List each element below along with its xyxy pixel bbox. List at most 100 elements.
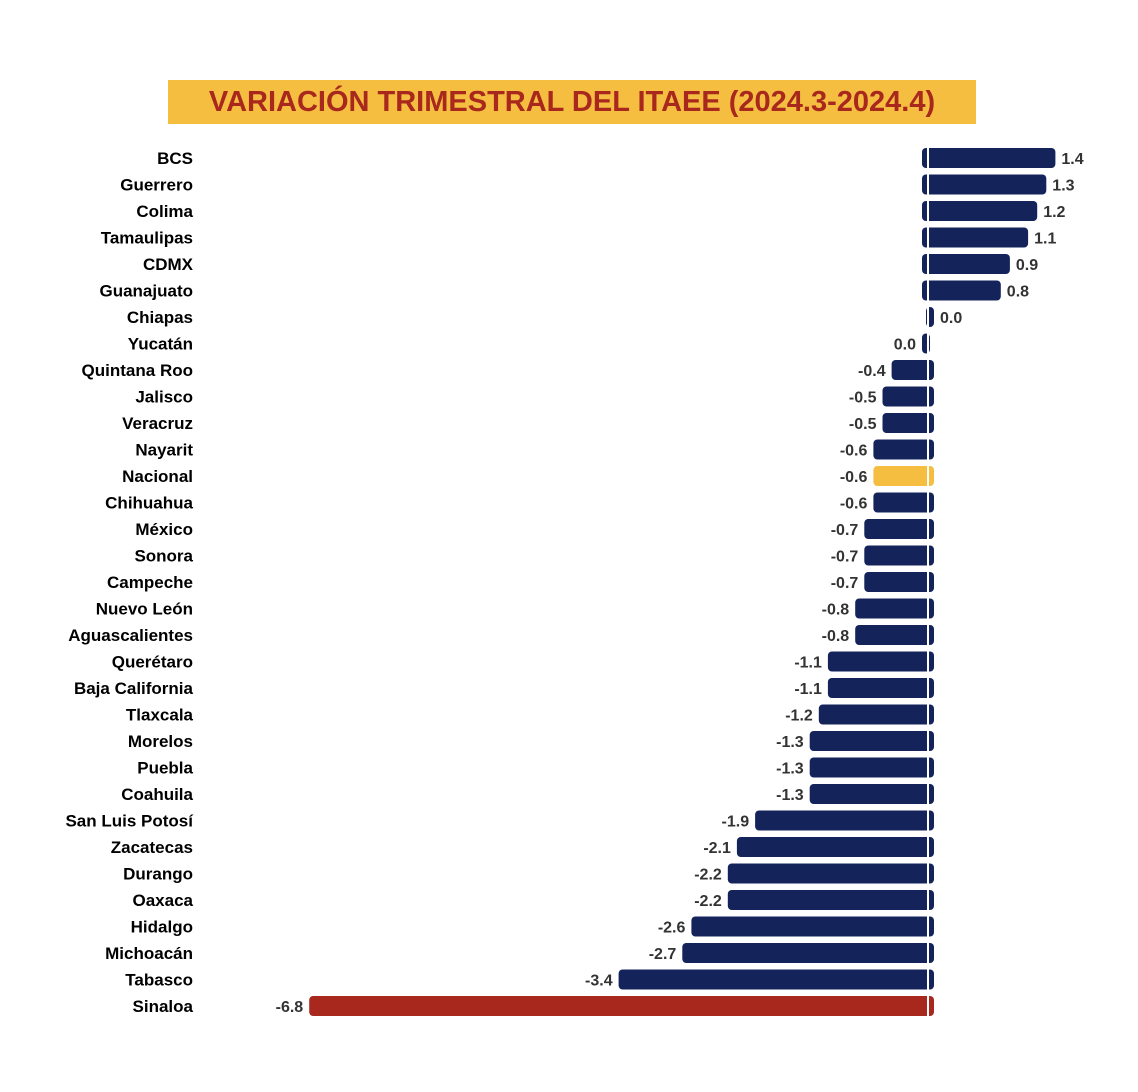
category-label-puebla: Puebla [137,759,193,778]
value-label-veracruz: -0.5 [849,416,877,433]
value-label-sonora: -0.7 [831,549,859,566]
bar-sonora [864,545,934,566]
value-label-campeche: -0.7 [831,575,859,592]
bar-morelos [809,731,934,751]
value-label-puebla: -1.3 [776,761,804,778]
category-label-hidalgo: Hidalgo [131,918,193,937]
bar-sinaloa [309,996,934,1016]
bar-nacional [873,466,934,486]
value-label-cdmx: 0.9 [1016,257,1038,274]
category-label-queretaro: Querétaro [112,653,193,672]
value-label-tabasco: -3.4 [585,973,613,990]
category-label-colima: Colima [136,202,193,221]
category-label-jalisco: Jalisco [135,388,193,407]
category-label-mexico: México [135,520,193,539]
bar-tabasco [618,969,934,990]
category-label-oaxaca: Oaxaca [133,891,194,910]
value-label-nayarit: -0.6 [840,443,868,460]
category-label-nuevo-leon: Nuevo León [96,600,193,619]
value-label-sinaloa: -6.8 [276,999,304,1016]
bar-nayarit [873,439,934,460]
category-label-campeche: Campeche [107,573,193,592]
value-label-tamaulipas: 1.1 [1034,231,1056,248]
value-label-guerrero: 1.3 [1052,178,1074,195]
value-label-jalisco: -0.5 [849,390,877,407]
category-label-chihuahua: Chihuahua [105,494,193,513]
value-label-zacatecas: -2.1 [703,840,731,857]
bar-tlaxcala [818,704,934,725]
bar-baja-california [827,678,934,698]
category-label-chiapas: Chiapas [127,308,193,327]
bar-mexico [864,519,934,539]
value-label-michoacan: -2.7 [649,946,677,963]
category-label-veracruz: Veracruz [122,414,193,433]
value-label-aguascalientes: -0.8 [822,628,850,645]
category-label-nayarit: Nayarit [135,441,193,460]
bar-colima [922,201,1038,221]
chart-title: VARIACIÓN TRIMESTRAL DEL ITAEE (2024.3-2… [208,86,936,118]
category-label-michoacan: Michoacán [105,944,193,963]
bar-queretaro [827,651,934,672]
bar-hidalgo [691,916,934,937]
bar-guerrero [922,174,1047,195]
value-label-nuevo-leon: -0.8 [822,602,850,619]
value-label-chihuahua: -0.6 [840,496,868,513]
bar-jalisco [882,386,934,407]
value-label-guanajuato: 0.8 [1007,284,1029,301]
category-label-guanajuato: Guanajuato [99,282,193,301]
value-label-colima: 1.2 [1043,204,1065,221]
bar-quintana-roo [891,360,934,380]
category-label-quintana-roo: Quintana Roo [82,361,193,380]
category-label-coahuila: Coahuila [121,785,193,804]
bar-chihuahua [873,492,934,513]
bar-michoacan [682,943,934,963]
category-label-nacional: Nacional [122,467,193,486]
bar-oaxaca [727,890,934,910]
category-label-tamaulipas: Tamaulipas [101,229,193,248]
bar-guanajuato [922,280,1001,301]
value-label-bcs: 1.4 [1061,151,1083,168]
value-label-morelos: -1.3 [776,734,804,751]
value-label-coahuila: -1.3 [776,787,804,804]
category-label-cdmx: CDMX [143,255,194,274]
category-label-san-luis-potosi: San Luis Potosí [65,812,194,831]
bar-coahuila [809,784,934,804]
bar-bcs [922,148,1056,168]
category-label-sonora: Sonora [134,547,193,566]
value-label-baja-california: -1.1 [794,681,822,698]
value-label-tlaxcala: -1.2 [785,708,813,725]
category-label-sinaloa: Sinaloa [133,997,194,1016]
value-label-chiapas: 0.0 [940,310,962,327]
category-label-yucatan: Yucatán [128,335,193,354]
bar-campeche [864,572,934,592]
bar-aguascalientes [855,625,934,645]
category-label-aguascalientes: Aguascalientes [68,626,193,645]
value-label-queretaro: -1.1 [794,655,822,672]
bar-san-luis-potosi [755,810,934,831]
value-label-yucatan: 0.0 [894,337,916,354]
value-label-quintana-roo: -0.4 [858,363,886,380]
category-label-guerrero: Guerrero [120,176,193,195]
category-label-tabasco: Tabasco [125,971,193,990]
bar-nuevo-leon [855,598,934,619]
bar-tamaulipas [922,227,1029,248]
value-label-hidalgo: -2.6 [658,920,686,937]
category-label-morelos: Morelos [128,732,193,751]
value-label-mexico: -0.7 [831,522,859,539]
category-label-tlaxcala: Tlaxcala [126,706,194,725]
value-label-san-luis-potosi: -1.9 [722,814,750,831]
bar-cdmx [922,254,1010,274]
value-label-durango: -2.2 [694,867,722,884]
category-label-baja-california: Baja California [74,679,194,698]
category-label-zacatecas: Zacatecas [111,838,193,857]
category-label-bcs: BCS [157,149,193,168]
value-label-oaxaca: -2.2 [694,893,722,910]
bar-veracruz [882,413,934,433]
value-label-nacional: -0.6 [840,469,868,486]
bar-zacatecas [736,837,934,857]
bar-durango [727,863,934,884]
category-label-durango: Durango [123,865,193,884]
bar-puebla [809,757,934,778]
